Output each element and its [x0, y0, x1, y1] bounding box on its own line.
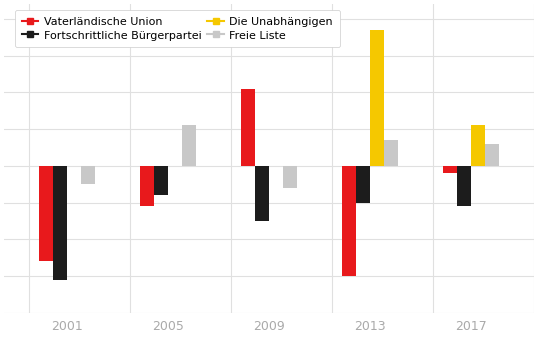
Legend: Vaterländische Union, Fortschrittliche Bürgerpartei, Die Unabhängigen, Freie Lis: Vaterländische Union, Fortschrittliche B…: [15, 10, 339, 47]
Bar: [471, 125, 485, 166]
Bar: [255, 166, 269, 221]
Bar: [241, 89, 255, 166]
Bar: [154, 166, 168, 195]
Bar: [53, 166, 67, 280]
Bar: [370, 30, 384, 166]
Bar: [182, 125, 196, 166]
Bar: [342, 166, 356, 276]
Bar: [140, 166, 154, 206]
Bar: [283, 166, 297, 188]
Bar: [384, 140, 398, 166]
Bar: [81, 166, 95, 184]
Bar: [485, 144, 499, 166]
Bar: [443, 166, 457, 173]
Bar: [39, 166, 53, 262]
Bar: [457, 166, 471, 206]
Bar: [356, 166, 370, 203]
